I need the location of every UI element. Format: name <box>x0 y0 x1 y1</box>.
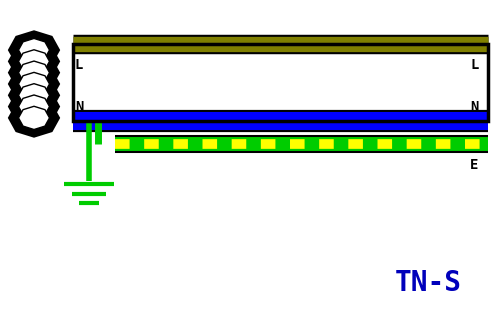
Polygon shape <box>18 72 50 96</box>
Polygon shape <box>18 106 50 130</box>
Text: E: E <box>470 158 478 172</box>
Text: L: L <box>75 57 84 72</box>
Text: N: N <box>75 99 84 114</box>
Text: L: L <box>470 57 478 72</box>
Polygon shape <box>9 31 59 69</box>
Polygon shape <box>9 88 59 125</box>
Polygon shape <box>9 65 59 103</box>
Polygon shape <box>9 77 59 114</box>
Polygon shape <box>18 95 50 118</box>
Polygon shape <box>18 50 50 73</box>
Polygon shape <box>9 99 59 137</box>
Polygon shape <box>18 38 50 62</box>
Polygon shape <box>9 43 59 80</box>
Text: TN-S: TN-S <box>395 269 462 297</box>
Polygon shape <box>18 61 50 84</box>
Polygon shape <box>9 54 59 91</box>
Bar <box>72 44 488 121</box>
Polygon shape <box>18 84 50 107</box>
Text: N: N <box>470 99 478 114</box>
